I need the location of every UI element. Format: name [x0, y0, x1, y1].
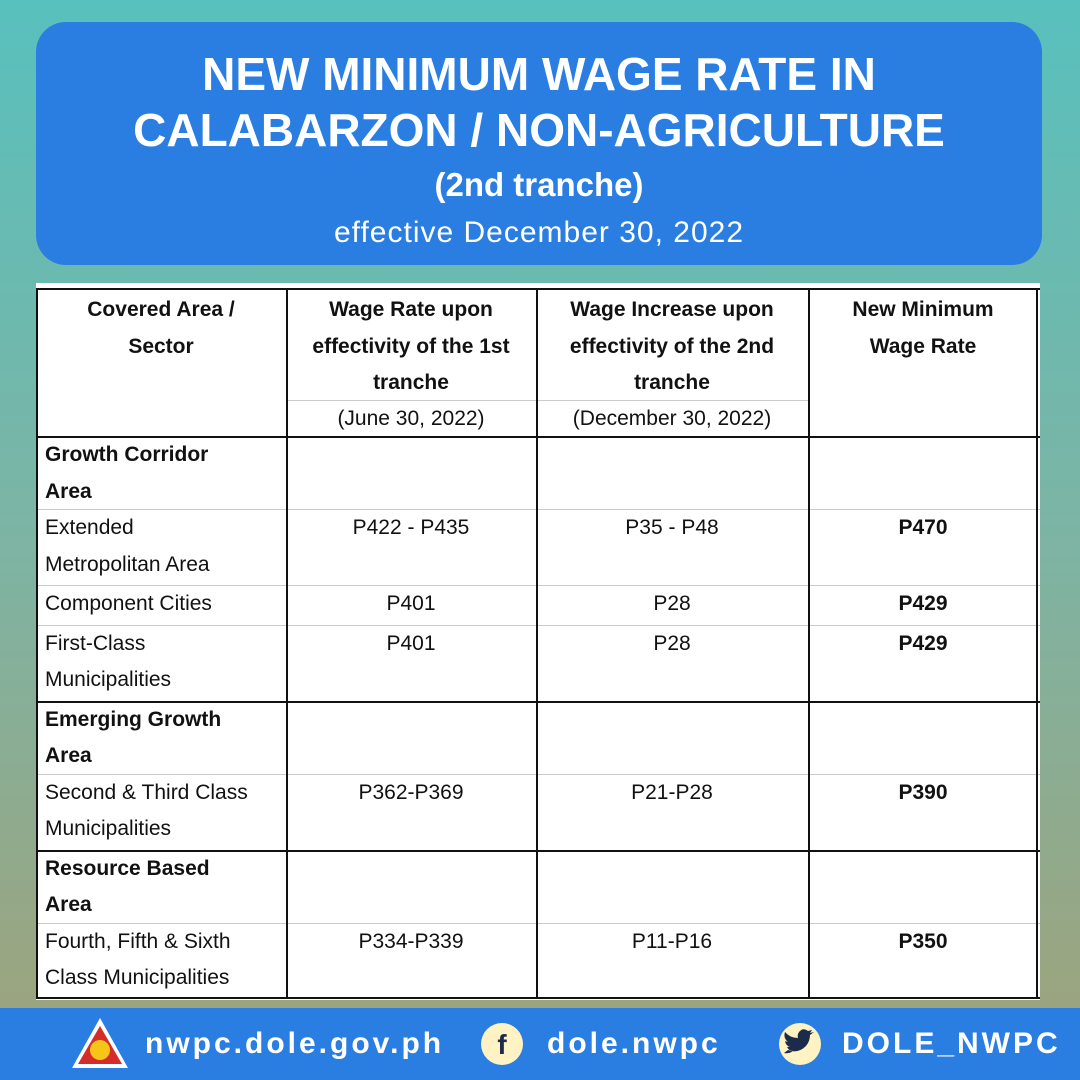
twitter-handle: DOLE_NWPC	[842, 1027, 1061, 1060]
column-border	[286, 288, 288, 999]
wage-increase: P35 - P48	[625, 516, 719, 539]
subtitle: (2nd tranche)	[434, 166, 644, 203]
row-border	[286, 400, 538, 401]
area-name: Second & Third Class	[45, 780, 248, 804]
area-name: Municipalities	[45, 817, 172, 840]
group-name: Resource Based	[45, 856, 210, 880]
wage-increase: P28	[653, 592, 691, 615]
column-date: (June 30, 2022)	[337, 407, 485, 430]
column-border	[1036, 288, 1038, 999]
column-header: effectivity of the 2nd	[569, 334, 775, 358]
row-border	[36, 509, 1040, 510]
row-border	[36, 773, 1040, 775]
column-header: Wage Rate upon	[329, 298, 493, 321]
column-header: Covered Area /	[87, 298, 235, 321]
column-border	[808, 288, 810, 999]
website: nwpc.dole.gov.ph	[145, 1027, 445, 1060]
area-name: Fourth, Fifth & Sixth	[45, 929, 231, 953]
area-name: Municipalities	[45, 668, 172, 691]
first-tranche-rate: P362-P369	[358, 780, 464, 804]
logo-sun	[90, 1040, 110, 1060]
column-header: Wage Increase upon	[570, 298, 774, 321]
group-name: Area	[45, 479, 92, 503]
facebook-icon	[481, 1023, 523, 1065]
group-name: Emerging Growth	[45, 707, 222, 731]
new-rate: P470	[898, 516, 948, 539]
wage-increase: P21-P28	[631, 780, 713, 804]
column-border	[36, 288, 38, 999]
group-border	[36, 849, 1040, 852]
group-border	[36, 700, 1040, 703]
group-name: Area	[45, 893, 92, 916]
new-rate: P390	[898, 780, 948, 804]
group-name: Area	[45, 744, 92, 767]
wage-increase: P28	[653, 631, 691, 655]
twitter-glyph	[784, 1029, 814, 1054]
area-name: Extended	[45, 516, 134, 539]
column-header: Sector	[128, 334, 194, 358]
facebook-glyph: f	[497, 1029, 507, 1060]
new-rate: P429	[898, 631, 948, 655]
effective-date: effective December 30, 2022	[333, 216, 744, 249]
group-border	[36, 436, 1040, 438]
first-tranche-rate: P334-P339	[358, 929, 464, 953]
group-name: Growth Corridor	[45, 443, 209, 466]
title-line: NEW MINIMUM WAGE RATE IN	[202, 48, 876, 100]
footer: f nwpc.dole.gov.ph dole.nwpc DOLE_NWPC	[0, 1008, 1080, 1080]
new-rate: P429	[898, 592, 948, 615]
first-tranche-rate: P422 - P435	[352, 516, 470, 539]
table-border	[36, 997, 1040, 999]
wage-table: Covered Area / Sector Wage Rate upon effect…	[36, 283, 1040, 1000]
column-border	[536, 288, 538, 999]
area-name: Metropolitan Area	[45, 552, 210, 576]
area-name: Class Municipalities	[45, 966, 230, 989]
area-name: First-Class	[45, 631, 146, 655]
column-header: tranche	[373, 371, 449, 394]
row-border	[36, 624, 1040, 626]
column-header: tranche	[634, 371, 710, 394]
wage-increase: P11-P16	[631, 929, 713, 953]
facebook-handle: dole.nwpc	[547, 1027, 721, 1060]
row-border	[36, 922, 1040, 924]
area-name: Component Cities	[45, 592, 212, 615]
footer-icons: f	[72, 1018, 821, 1068]
table-border	[36, 288, 1040, 290]
row-border	[36, 585, 1040, 586]
column-date: (December 30, 2022)	[572, 407, 772, 430]
header-banner: NEW MINIMUM WAGE RATE IN CALABARZON / NO…	[36, 22, 1042, 265]
column-header: Wage Rate	[869, 334, 977, 358]
title-line: CALABARZON / NON-AGRICULTURE	[133, 104, 945, 156]
column-header: New Minimum	[852, 298, 994, 321]
column-header: effectivity of the 1st	[312, 334, 510, 358]
row-border	[536, 400, 810, 401]
new-rate: P350	[898, 929, 948, 953]
first-tranche-rate: P401	[386, 631, 436, 655]
first-tranche-rate: P401	[386, 592, 436, 615]
